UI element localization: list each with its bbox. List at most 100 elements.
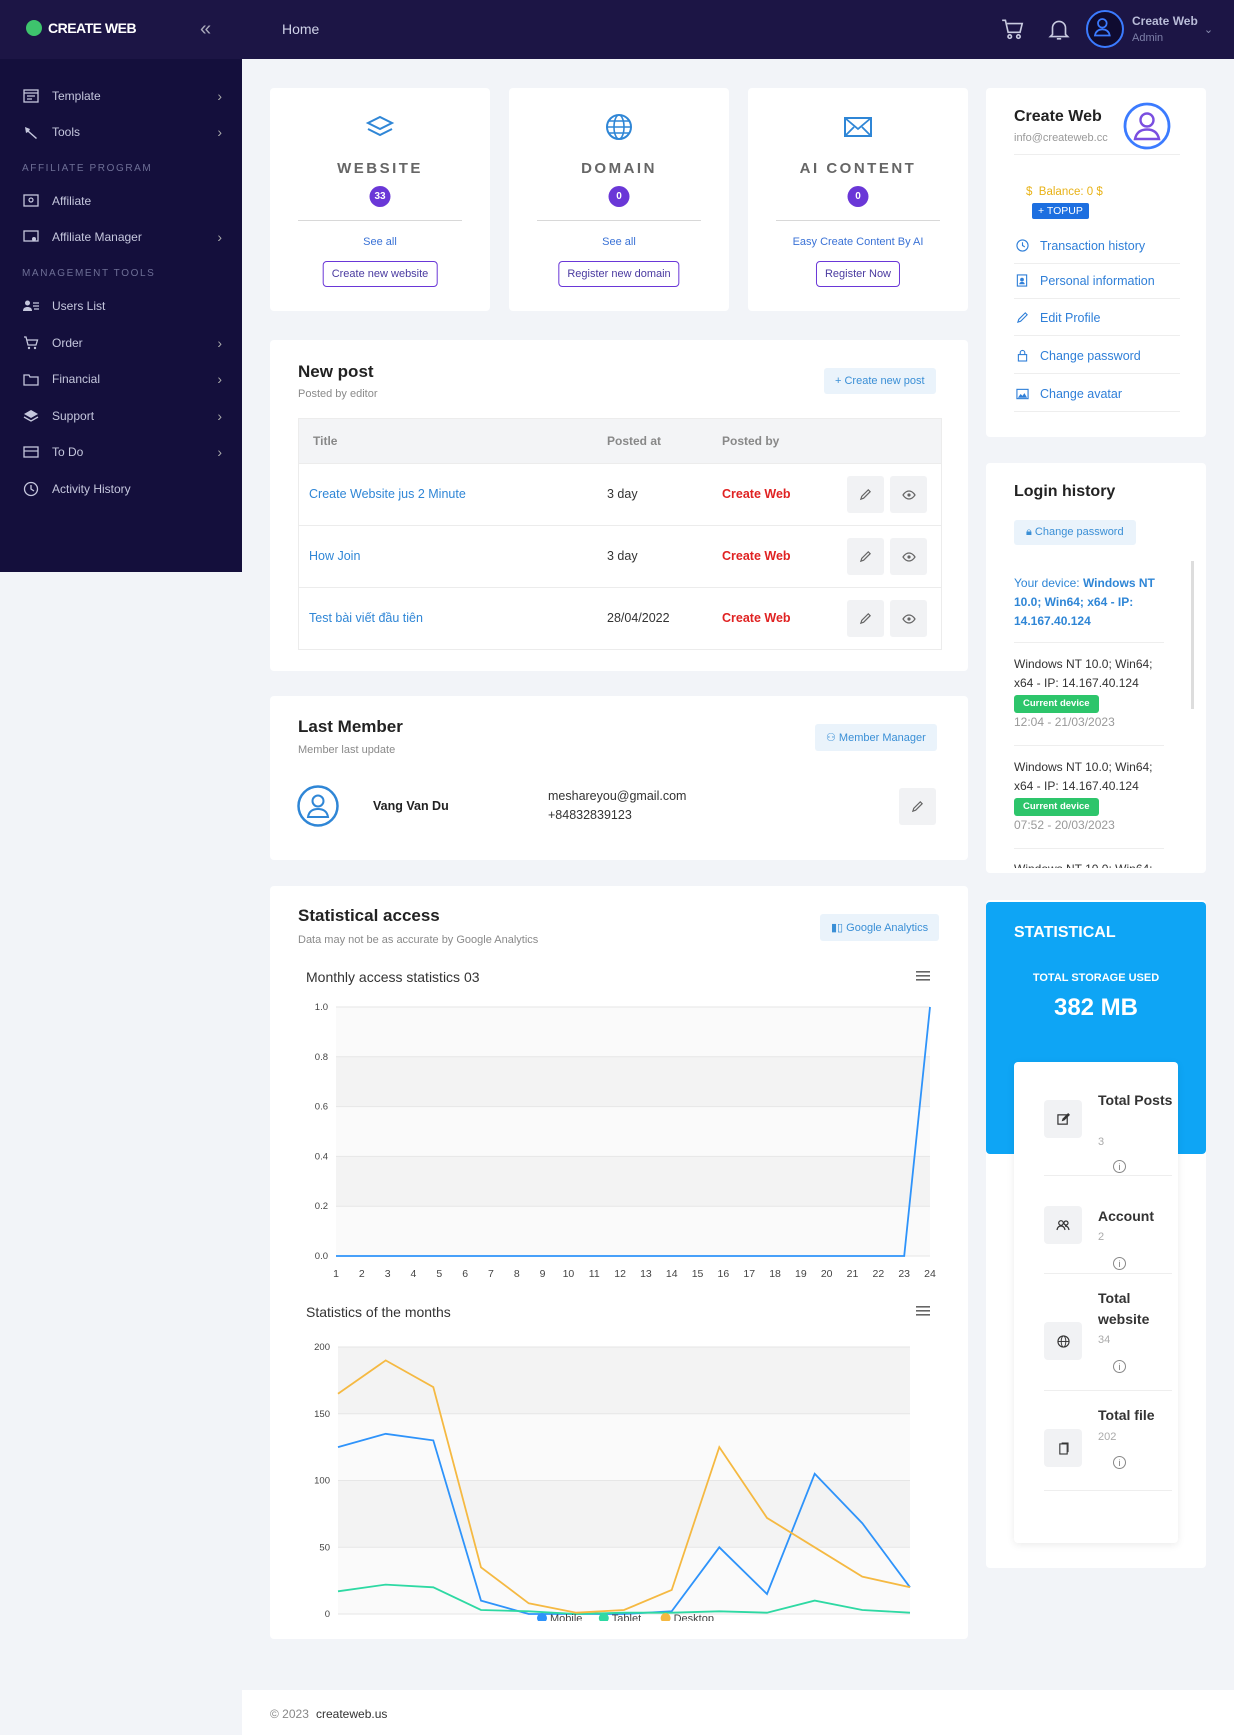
scrollbar[interactable] — [1191, 561, 1194, 709]
posted-at: 3 day — [607, 549, 638, 563]
sidebar-item-label: Support — [52, 409, 95, 423]
sidebar-item-affiliate-manager[interactable]: Affiliate Manager › — [22, 226, 222, 248]
legend-label: Mobile — [550, 1613, 582, 1621]
member-name: Vang Van Du — [373, 799, 449, 813]
sidebar-item-users-list[interactable]: Users List — [22, 295, 222, 317]
x-tick-label: 21 — [847, 1268, 859, 1280]
sidebar-item-label: Tools — [52, 125, 81, 139]
login-entry: Windows NT 10.0; Win64; x64 - IP: 14.167… — [1014, 758, 1164, 835]
create-new-post-button[interactable]: + Create new post — [824, 368, 936, 394]
info-icon[interactable]: i — [1113, 1456, 1126, 1469]
see-all-link[interactable]: See all — [363, 236, 397, 248]
eye-icon — [901, 613, 916, 624]
lock-icon — [1017, 349, 1027, 362]
post-title-link[interactable]: Create Website jus 2 Minute — [309, 487, 466, 501]
cart-icon[interactable] — [1000, 16, 1026, 42]
edit-post-button[interactable] — [847, 476, 884, 513]
section-title: Last Member — [298, 717, 403, 736]
ai-content-card: AI CONTENT 0 Easy Create Content By AI R… — [748, 88, 968, 311]
template-icon — [23, 89, 39, 103]
chart-title: Statistics of the months — [306, 1304, 451, 1320]
folder-icon — [23, 374, 39, 386]
info-icon[interactable]: i — [1113, 1257, 1126, 1270]
logo-text: CREATE WEB — [48, 20, 137, 36]
view-post-button[interactable] — [890, 600, 927, 637]
sidebar-item-todo[interactable]: To Do › — [22, 441, 222, 463]
sidebar-item-financial[interactable]: Financial › — [22, 368, 222, 390]
sidebar-item-tools[interactable]: Tools › — [22, 121, 222, 143]
user-role: Admin — [1132, 32, 1164, 44]
y-tick-label: 0.4 — [315, 1151, 328, 1162]
posts-table: Title Posted at Posted by Create Website… — [298, 418, 942, 650]
top-bar: CREATE WEB « Home Create Web Admin ⌄ — [0, 0, 1234, 59]
balance-text: Balance: 0 $ — [1038, 186, 1103, 198]
your-device-value: Windows NT 10.0; Win64; x64 - IP: 14.167… — [1014, 576, 1155, 628]
user-icon — [1093, 18, 1111, 37]
dollar-icon: $ — [1026, 186, 1033, 198]
view-post-button[interactable] — [890, 476, 927, 513]
chevron-right-icon: › — [217, 371, 222, 387]
divider — [298, 220, 462, 221]
register-now-button[interactable]: Register Now — [815, 261, 901, 287]
profile-avatar[interactable] — [1123, 102, 1171, 150]
envelope-icon — [844, 117, 872, 137]
post-title-link[interactable]: How Join — [309, 549, 361, 563]
sidebar-item-template[interactable]: Template › — [22, 85, 222, 107]
post-title-link[interactable]: Test bài viết đầu tiên — [309, 611, 423, 625]
collapse-sidebar-icon[interactable]: « — [200, 18, 212, 40]
change-password-button[interactable]: 🔒︎ Change password — [1014, 520, 1136, 545]
google-analytics-button[interactable]: ▮▯ Google Analytics — [820, 914, 940, 941]
topup-button[interactable]: + TOPUP — [1032, 203, 1089, 219]
pencil-icon — [1016, 312, 1028, 324]
breadcrumb-home[interactable]: Home — [282, 21, 320, 37]
view-post-button[interactable] — [890, 538, 927, 575]
edit-profile-link[interactable]: Edit Profile — [1014, 300, 1180, 336]
current-device-badge: Current device — [1014, 695, 1099, 713]
legend-label: Tablet — [612, 1613, 641, 1621]
change-avatar-link[interactable]: Change avatar — [1014, 376, 1180, 412]
x-tick-label: 16 — [718, 1268, 730, 1280]
chevron-right-icon: › — [217, 408, 222, 424]
user-menu[interactable]: Create Web Admin ⌄ — [1086, 10, 1213, 48]
months-statistics-chart: Statistics of the months0501001502009/20… — [306, 1304, 930, 1621]
section-subtitle: Data may not be as accurate by Google An… — [298, 934, 539, 946]
sidebar-item-label: Activity History — [52, 482, 131, 496]
link-label: Change avatar — [1040, 386, 1123, 401]
x-tick-label: 11 — [589, 1268, 600, 1280]
chart-title: Monthly access statistics 03 — [306, 969, 480, 985]
register-domain-button[interactable]: Register new domain — [558, 261, 680, 287]
info-icon[interactable]: i — [1113, 1160, 1126, 1173]
x-tick-label: 7 — [488, 1268, 494, 1280]
section-title: New post — [298, 362, 374, 381]
footer-site-link[interactable]: createweb.us — [316, 1707, 388, 1721]
change-password-link[interactable]: Change password — [1014, 338, 1180, 374]
see-all-link[interactable]: See all — [602, 236, 636, 248]
x-tick-label: 17 — [743, 1268, 755, 1280]
chart-menu-icon-line — [916, 979, 930, 981]
y-tick-label: 0.0 — [315, 1251, 328, 1262]
info-icon[interactable]: i — [1113, 1360, 1126, 1373]
edit-post-button[interactable] — [847, 538, 884, 575]
personal-information-link[interactable]: Personal information — [1014, 263, 1180, 299]
stat-name: Total website — [1098, 1290, 1150, 1327]
stat-total-file: Total file 202 i — [1044, 1391, 1172, 1491]
table-row: Create Website jus 2 Minute 3 day Create… — [299, 463, 941, 525]
transaction-history-link[interactable]: Transaction history — [1014, 228, 1180, 264]
sidebar-item-activity-history[interactable]: Activity History — [22, 478, 222, 500]
chevron-right-icon: › — [217, 444, 222, 460]
edit-post-button[interactable] — [847, 600, 884, 637]
ai-content-link[interactable]: Easy Create Content By AI — [792, 236, 924, 248]
x-tick-label: 24 — [924, 1268, 936, 1280]
sidebar-item-label: Users List — [52, 299, 106, 313]
new-post-card: New post Posted by editor + Create new p… — [270, 340, 968, 671]
bell-icon[interactable] — [1046, 16, 1072, 42]
avatar — [1086, 10, 1124, 48]
grid-band — [336, 1056, 930, 1107]
sidebar-item-order[interactable]: Order › — [22, 332, 222, 354]
member-manager-button[interactable]: ⚇ Member Manager — [815, 724, 937, 751]
logo[interactable]: CREATE WEB — [26, 20, 137, 36]
edit-member-button[interactable] — [899, 788, 936, 825]
create-website-button[interactable]: Create new website — [322, 261, 438, 287]
sidebar-item-support[interactable]: Support › — [22, 405, 222, 427]
sidebar-item-affiliate[interactable]: Affiliate — [22, 190, 222, 212]
